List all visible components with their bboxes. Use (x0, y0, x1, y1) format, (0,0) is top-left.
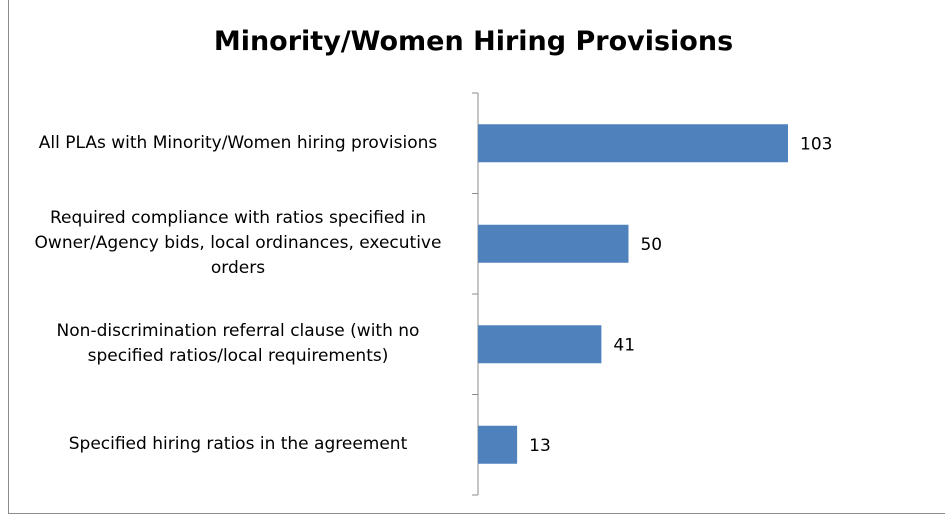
category-label: Non-discrimination referral clause (with… (56, 321, 420, 367)
category-label: All PLAs with Minority/Women hiring prov… (38, 132, 438, 153)
bar (478, 124, 788, 163)
value-label: 41 (613, 335, 635, 355)
category-label: Specified hiring ratios in the agreement (68, 434, 408, 455)
category-label: Required compliance with ratios specifie… (34, 208, 442, 279)
value-label: 13 (529, 436, 551, 456)
chart-frame (8, 0, 945, 514)
bar (478, 224, 629, 263)
chart-title: Minority/Women Hiring Provisions (213, 26, 734, 57)
value-label: 50 (640, 235, 662, 255)
value-label: 103 (800, 134, 832, 154)
bar (478, 325, 602, 364)
bar (478, 425, 518, 464)
